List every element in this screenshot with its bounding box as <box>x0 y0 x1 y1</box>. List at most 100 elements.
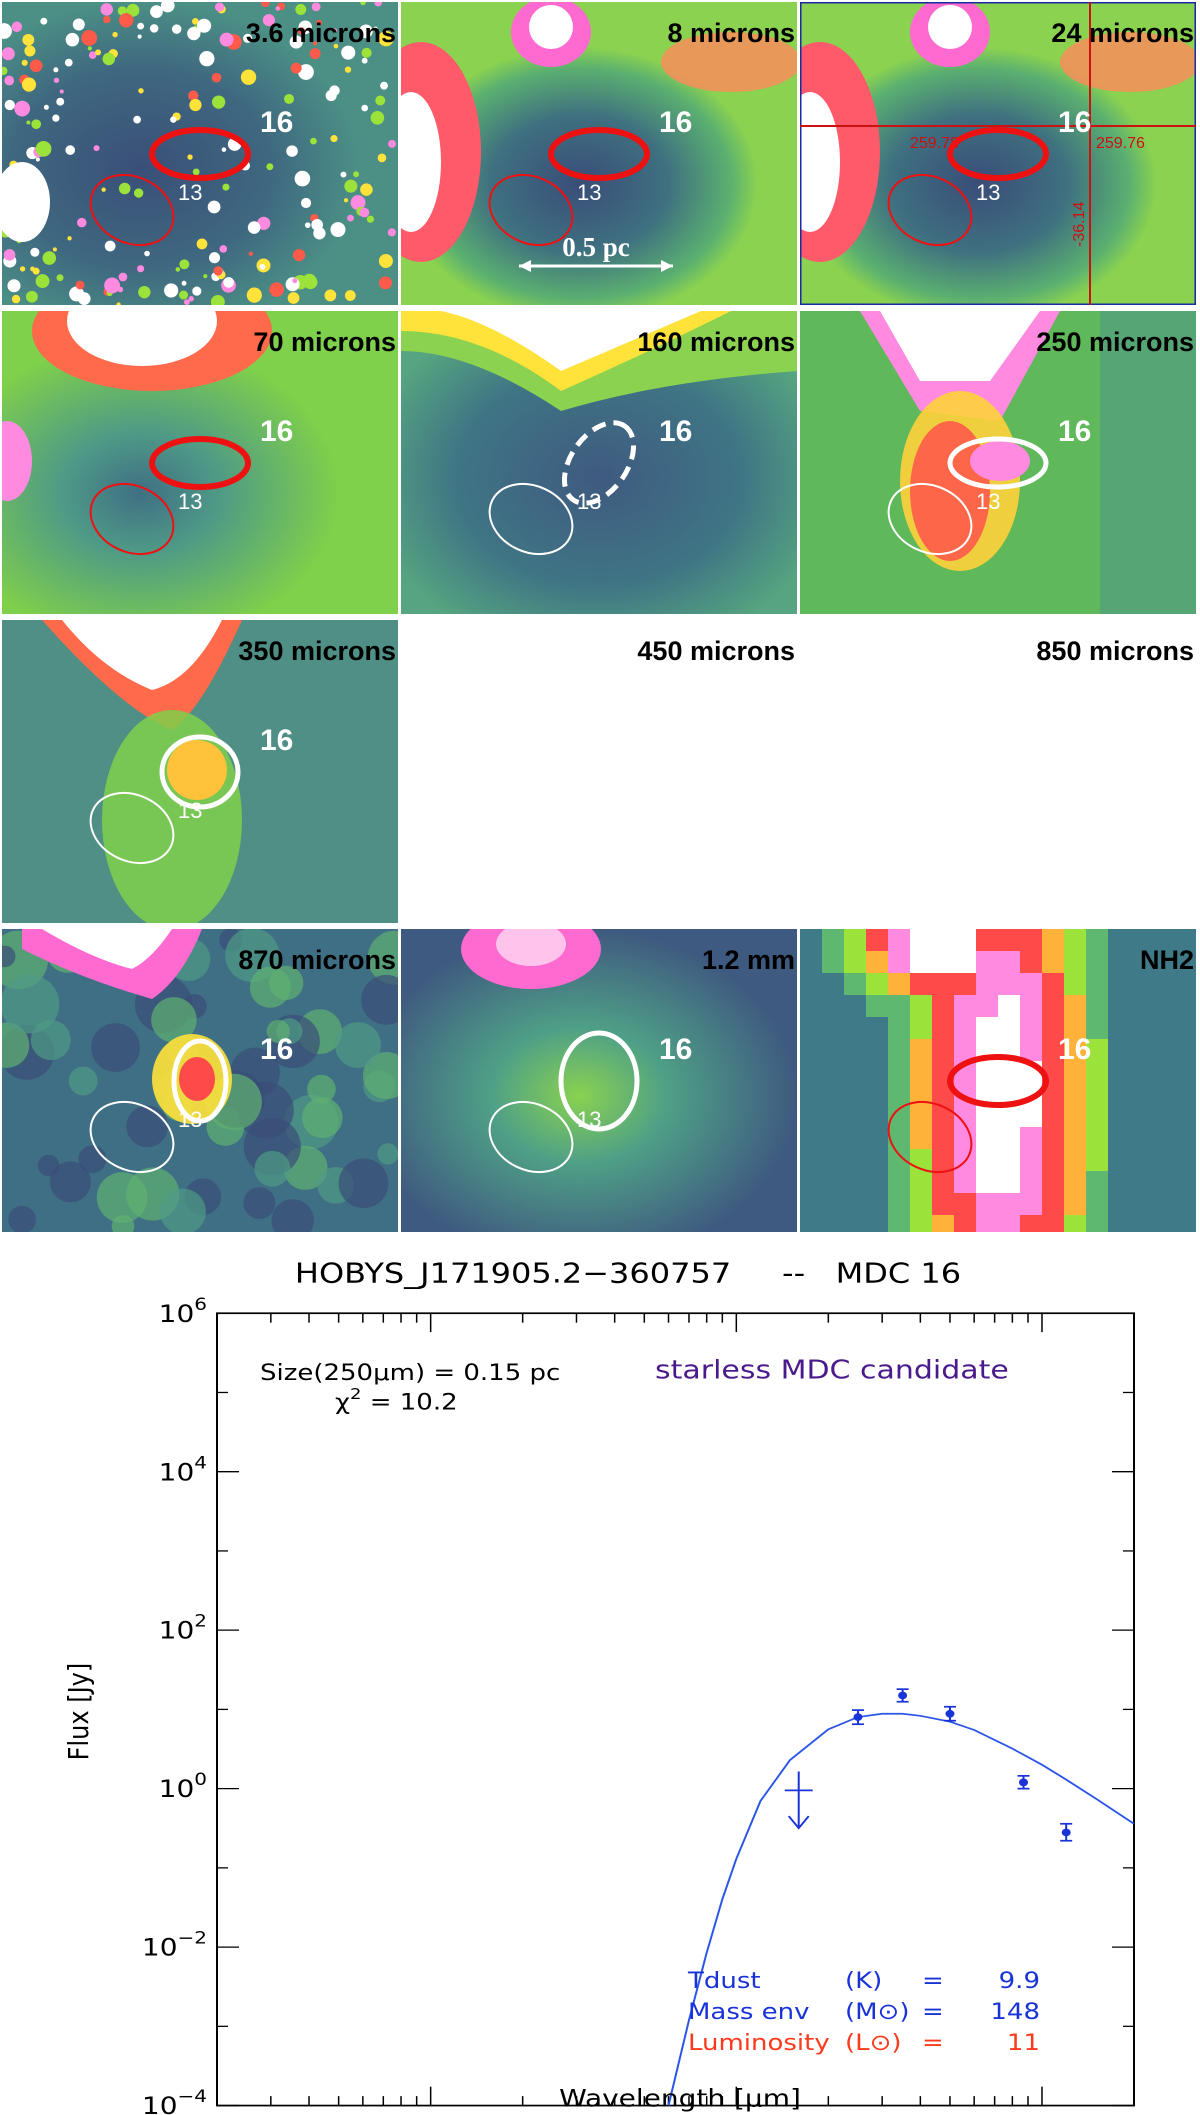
y-axis-label: Flux [Jy] <box>63 1663 95 1761</box>
param-equals: = <box>922 2029 944 2055</box>
coord-label-ra-left: 259.78 <box>910 135 959 152</box>
x-axis-label: Wavelength [μm] <box>559 2085 801 2113</box>
y-tick-label: 10−2 <box>142 1929 207 1962</box>
panel-wavelength-label: 870 microns <box>238 945 396 975</box>
source-label-16: 16 <box>1058 1033 1091 1066</box>
source-label-13: 13 <box>178 1107 202 1132</box>
param-equals: = <box>922 1968 944 1994</box>
coord-label-ra-right: 259.76 <box>1096 135 1145 152</box>
ellipse-mdc-13 <box>89 792 175 864</box>
param-value: 9.9 <box>999 1968 1040 1994</box>
image-panel-p-250: 16 13 250 microns <box>800 311 1196 614</box>
source-label-13: 13 <box>577 1107 601 1132</box>
param-name: Tdust <box>687 1968 761 1994</box>
ellipse-mdc-13 <box>89 174 175 246</box>
plot-frame <box>216 1312 1135 2107</box>
fit-parameter-row: Tdust (K) = 9.9 <box>687 1968 1040 1994</box>
image-panel-p-24: 259.78 259.76 -36.14 16 13 24 microns <box>800 2 1196 305</box>
image-panel-p-870: 16 13 870 microns <box>2 929 398 1232</box>
image-panel-p-450: 450 microns <box>401 620 797 923</box>
y-tick-label: 102 <box>159 1612 207 1645</box>
ellipse-mdc-13 <box>89 1101 175 1173</box>
ellipse-mdc-16 <box>171 1038 229 1124</box>
source-label-16: 16 <box>659 1033 692 1066</box>
param-unit: (K) <box>845 1968 882 1994</box>
ellipse-mdc-13 <box>488 483 574 555</box>
source-label-16: 16 <box>1058 415 1091 448</box>
ellipse-mdc-16 <box>947 1054 1049 1108</box>
data-point <box>851 1709 864 1726</box>
sed-chart-svg: HOBYS_J171905.2−360757 -- MDC 16 1010010… <box>63 1257 1135 2115</box>
ellipse-mdc-16 <box>149 436 251 490</box>
source-label-13: 13 <box>577 489 601 514</box>
param-unit: (L⊙) <box>845 2029 902 2055</box>
y-tick-label: 106 <box>159 1295 207 1328</box>
source-label-13: 13 <box>178 489 202 514</box>
panel-wavelength-label: 450 microns <box>637 636 795 666</box>
panel-wavelength-label: 160 microns <box>637 327 795 357</box>
source-label-13: 13 <box>976 180 1000 205</box>
source-label-13: 13 <box>178 798 202 823</box>
source-label-16: 16 <box>1058 106 1091 139</box>
source-label-16: 16 <box>260 724 293 757</box>
image-panel-p-70: 16 13 70 microns <box>2 311 398 614</box>
ellipse-mdc-16 <box>561 420 637 506</box>
ellipse-mdc-13 <box>887 483 973 555</box>
ellipse-mdc-16 <box>159 734 241 810</box>
source-label-13: 13 <box>976 1107 1000 1132</box>
ellipse-mdc-16 <box>947 127 1049 181</box>
ellipse-mdc-16 <box>149 127 251 181</box>
data-point <box>1017 1774 1030 1790</box>
data-point <box>1060 1822 1073 1842</box>
source-label-16: 16 <box>260 1033 293 1066</box>
image-panel-p-8: 0.5 pc 16 13 8 microns <box>401 2 797 305</box>
panel-grid: 16 13 3.6 microns 0.5 pc 16 13 8 microns 259.78… <box>2 2 1196 1232</box>
panel-wavelength-label: 250 microns <box>1036 327 1194 357</box>
panel-wavelength-label: 1.2 mm <box>701 945 795 975</box>
coord-label-dec: -36.14 <box>1071 202 1088 247</box>
image-panel-p-1p2: 16 13 1.2 mm <box>401 929 797 1232</box>
image-panel-p-nh2: 16 13 NH2 <box>800 929 1196 1232</box>
source-label-16: 16 <box>260 106 293 139</box>
image-panel-p-350: 16 13 350 microns <box>2 620 398 923</box>
param-value: 148 <box>990 1999 1040 2025</box>
ellipse-mdc-13 <box>89 483 175 555</box>
source-label-16: 16 <box>659 415 692 448</box>
upper-limit-marker <box>784 1771 813 1830</box>
scale-bar: 0.5 pc <box>519 232 673 272</box>
param-equals: = <box>922 1999 944 2025</box>
scale-bar-label: 0.5 pc <box>562 232 630 262</box>
source-label-13: 13 <box>577 180 601 205</box>
greybody-fit-curve <box>667 1712 1135 2106</box>
panel-wavelength-label: 850 microns <box>1036 636 1194 666</box>
image-panel-p-3p6: 16 13 3.6 microns <box>2 2 398 305</box>
param-value: 11 <box>1007 2029 1040 2055</box>
ellipse-mdc-16 <box>558 1030 640 1132</box>
y-tick-label: 100 <box>159 1770 207 1803</box>
data-point <box>943 1705 956 1722</box>
ellipse-mdc-16 <box>548 127 650 181</box>
image-panel-p-160: 16 13 160 microns <box>401 311 797 614</box>
fit-parameter-row: Mass env (M⊙) = 148 <box>688 1999 1040 2025</box>
chart-title: HOBYS_J171905.2−360757 -- MDC 16 <box>295 1257 961 1289</box>
classification-label: starless MDC candidate <box>655 1355 1009 1385</box>
chi-squared-annotation: χ2 = 10.2 <box>335 1384 458 1415</box>
panel-wavelength-label: 24 microns <box>1051 18 1194 48</box>
